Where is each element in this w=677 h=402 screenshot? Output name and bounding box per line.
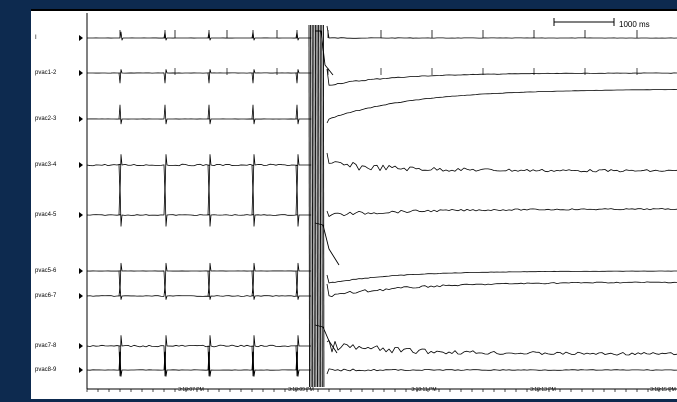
- time-label: 3:18:13 PM: [530, 387, 556, 393]
- trace-6-post: [326, 281, 677, 297]
- stimulation-artifact: [314, 24, 317, 388]
- channel-marker-3: [79, 162, 83, 168]
- time-label: 3:18:11 PM: [411, 387, 437, 393]
- time-label: 3:18:09 PM: [288, 387, 314, 393]
- trace-0-pre: [86, 31, 312, 41]
- stimulation-artifact: [322, 24, 325, 388]
- channel-marker-1: [79, 70, 83, 76]
- stimulation-artifact: [313, 24, 315, 388]
- channel-label-5: pvac5-6: [35, 268, 57, 274]
- stimulation-artifact: [311, 24, 314, 388]
- trace-6-pre: [86, 285, 312, 300]
- stimulation-artifact: [310, 24, 312, 388]
- artifact-deflection-5: [314, 222, 340, 266]
- channel-label-8: pvac8-9: [35, 367, 57, 373]
- time-label: 3:18:07 PM: [178, 387, 204, 393]
- channel-marker-5: [79, 268, 83, 274]
- trace-2-pre: [86, 104, 312, 125]
- trace-8-post: [326, 368, 677, 375]
- stimulation-artifact: [316, 24, 318, 388]
- panel-top-border: [31, 9, 677, 11]
- artifact-deflection-1: [315, 30, 334, 76]
- channel-marker-0: [79, 35, 83, 41]
- channel-marker-7: [79, 343, 83, 349]
- channel-label-3: pvac3-4: [35, 162, 57, 168]
- trace-1-post: [326, 68, 677, 86]
- channel-label-4: pvac4-5: [35, 212, 57, 218]
- trace-4-post: [326, 208, 677, 217]
- time-label: 3:18:15 PM: [650, 387, 676, 393]
- trace-3-post: [326, 152, 677, 173]
- stimulation-artifact: [318, 24, 320, 388]
- stimulation-artifact: [321, 24, 323, 388]
- trace-1-pre: [86, 69, 312, 84]
- channel-label-6: pvac6-7: [35, 293, 57, 299]
- trace-8-pre: [86, 351, 312, 377]
- channel-marker-4: [79, 212, 83, 218]
- channel-label-2: pvac2-3: [35, 116, 57, 122]
- channel-marker-8: [79, 367, 83, 373]
- channel-marker-6: [79, 293, 83, 299]
- artifact-deflection-8: [314, 324, 338, 354]
- trace-5-post: [326, 270, 677, 284]
- trace-4-pre: [86, 182, 312, 227]
- scale-bar-label: 1000 ms: [619, 20, 650, 29]
- channel-label-0: I: [35, 35, 37, 41]
- trace-2-post: [326, 89, 677, 124]
- trace-0-post: [326, 25, 677, 39]
- trace-7-pre: [86, 335, 312, 377]
- trace-3-pre: [86, 154, 312, 196]
- channel-marker-2: [79, 116, 83, 122]
- channel-label-7: pvac7-8: [35, 343, 57, 349]
- trace-5-pre: [86, 262, 312, 294]
- ecg-traces: [86, 13, 677, 392]
- stimulation-artifact: [319, 24, 322, 388]
- stimulation-artifact: [308, 24, 310, 388]
- channel-label-1: pvac1-2: [35, 70, 57, 76]
- trace-7-post: [326, 340, 677, 356]
